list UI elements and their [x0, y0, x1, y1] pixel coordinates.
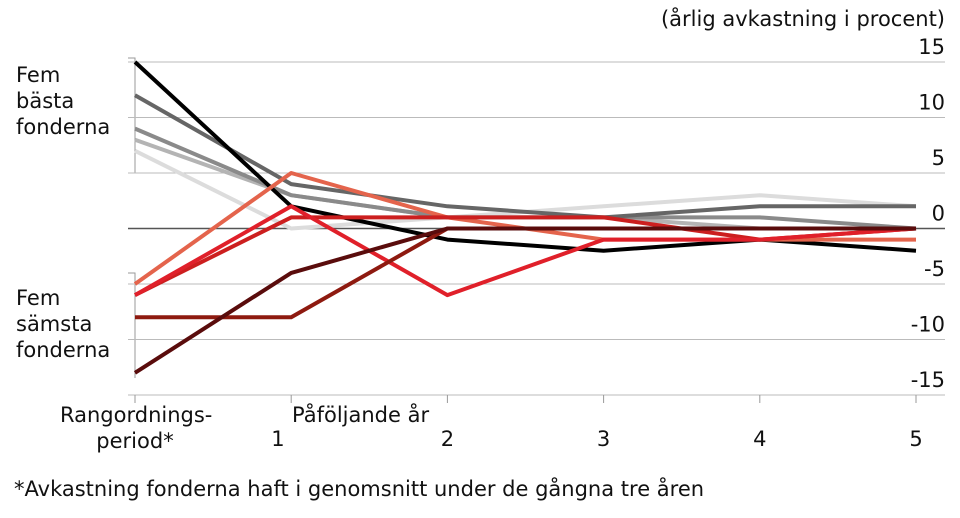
group-label: Fem sämsta fonderna — [16, 286, 111, 362]
y-tick-label: -5 — [924, 257, 945, 281]
series-line — [134, 93, 916, 220]
series-line — [133, 60, 917, 253]
bracket — [128, 57, 136, 173]
x-annotation: Påföljande år — [292, 403, 430, 427]
y-tick-label: 15 — [918, 35, 945, 59]
series-line — [134, 137, 916, 231]
x-tick-label: 1 — [271, 427, 285, 451]
y-tick-label: -15 — [911, 368, 945, 392]
y-tick-label: -10 — [911, 313, 945, 337]
footnote: *Avkastning fonderna haft i genomsnitt u… — [14, 477, 705, 501]
x-tick-label: 4 — [753, 427, 767, 451]
y-tick-label: 5 — [932, 146, 945, 170]
x-tick-label: 2 — [440, 427, 455, 451]
chart-title: (årlig avkastning i procent) — [661, 6, 945, 31]
y-tick-label: 10 — [918, 91, 945, 115]
series-line — [134, 204, 917, 298]
group-label: Fem bästa fonderna — [16, 63, 111, 139]
bracket — [128, 272, 136, 378]
series-line — [133, 226, 916, 375]
y-tick-label: 0 — [932, 202, 945, 226]
x-tick-label: 3 — [596, 427, 611, 451]
x-tick-label: 5 — [909, 427, 923, 451]
x-tick-label: Rangordnings- period* — [60, 403, 213, 453]
